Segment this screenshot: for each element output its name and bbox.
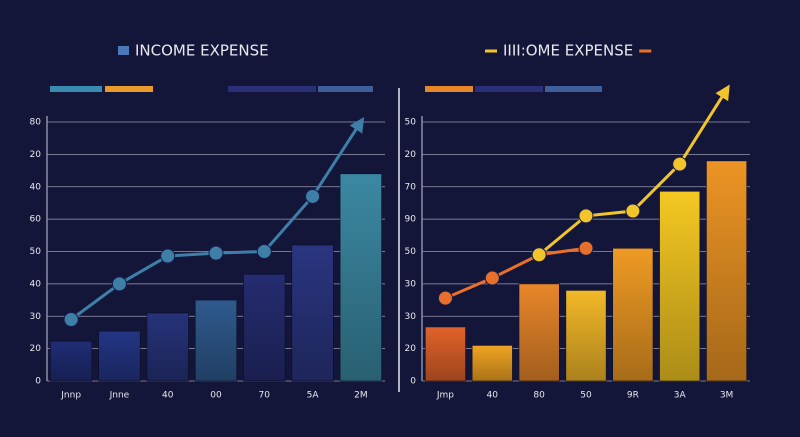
y-tick-label: 40 <box>30 182 42 192</box>
bar-shade <box>425 326 466 381</box>
x-tick-label: 00 <box>210 391 222 401</box>
y-tick-label: 90 <box>405 215 417 225</box>
x-tick-label: 40 <box>487 391 499 401</box>
line-point <box>208 245 224 261</box>
line-point <box>531 247 547 263</box>
line-point <box>63 311 79 327</box>
legend-label: INCOME EXPENSE <box>135 42 269 60</box>
bar-shade <box>243 274 286 381</box>
x-tick-label: 9R <box>627 391 639 401</box>
y-tick-label: 30 <box>405 312 417 322</box>
bar-shade <box>146 313 189 381</box>
x-tick-label: 50 <box>580 391 592 401</box>
line-point <box>305 188 321 204</box>
y-tick-label: 20 <box>30 344 42 354</box>
x-tick-label: 40 <box>162 391 174 401</box>
y-tick-label: 0 <box>410 377 416 387</box>
bar-shade <box>98 331 141 381</box>
color-strips <box>50 86 602 92</box>
line-point <box>256 244 272 259</box>
y-tick-label: 20 <box>405 150 417 160</box>
y-tick-label: 30 <box>405 279 417 289</box>
bar-shade <box>472 345 513 381</box>
legend-swatch <box>118 46 129 55</box>
bar-shade <box>291 245 334 381</box>
y-tick-label: 60 <box>30 215 42 225</box>
line-point <box>437 290 453 306</box>
bar-shade <box>659 191 700 381</box>
legend-label: IIII:OME EXPENSE <box>503 42 633 60</box>
line <box>444 246 587 300</box>
line-point <box>111 276 127 292</box>
x-tick-label: 3M <box>720 391 734 401</box>
x-tick-label: 70 <box>259 391 271 401</box>
bar-shade <box>340 173 382 381</box>
bar-shade <box>195 300 237 381</box>
y-tick-label: 50 <box>405 118 417 128</box>
x-tick-label: Jmp <box>436 391 454 401</box>
y-tick-label: 20 <box>30 150 42 160</box>
line-point <box>484 270 500 286</box>
x-tick-label: Jnnp <box>60 391 81 401</box>
x-tick-label: 3A <box>674 391 687 401</box>
y-tick-label: 30 <box>30 312 42 322</box>
y-tick-label: 0 <box>35 377 41 387</box>
bar-shade <box>565 290 607 381</box>
line-point <box>578 240 594 256</box>
line-point <box>160 248 176 264</box>
line-point <box>672 156 688 172</box>
y-tick-label: 50 <box>405 247 417 257</box>
y-tick-label: 20 <box>405 344 417 354</box>
x-tick-label: 5A <box>307 391 320 401</box>
bar-shade <box>706 160 747 381</box>
y-tick-label: 50 <box>30 247 42 257</box>
bar-shade <box>50 341 92 381</box>
y-tick-label: 40 <box>30 279 42 289</box>
x-tick-label: Jnne <box>109 391 130 401</box>
x-tick-label: 2M <box>354 391 368 401</box>
x-tick-label: 80 <box>533 391 545 401</box>
bar-shade <box>612 248 654 381</box>
line-point <box>578 208 594 224</box>
line-point <box>625 203 641 219</box>
y-tick-label: 70 <box>405 182 417 192</box>
y-tick-label: 80 <box>30 118 42 128</box>
bar-shade <box>518 283 560 381</box>
